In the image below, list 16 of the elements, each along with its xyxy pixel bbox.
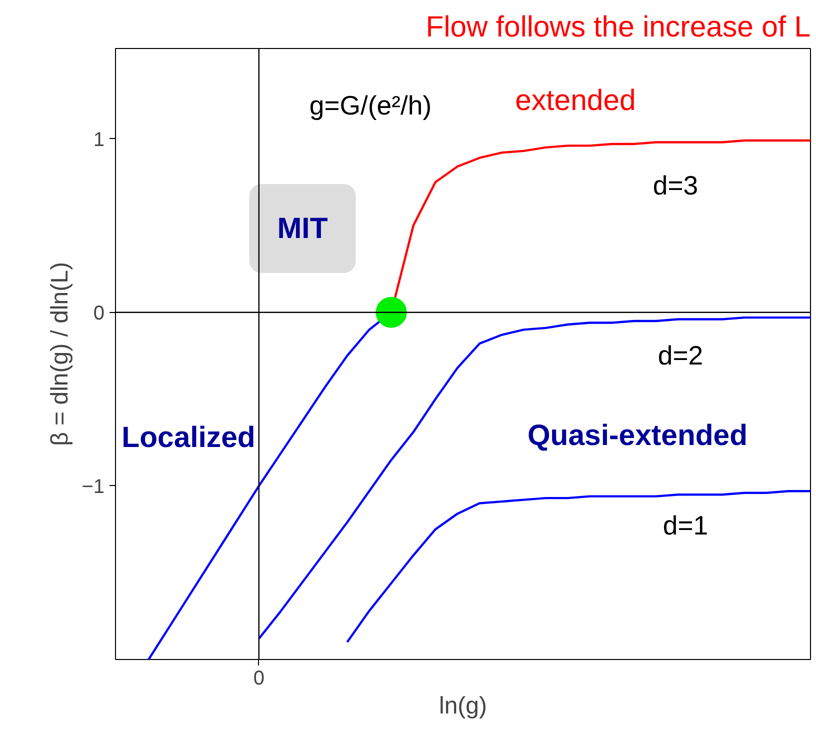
annotation: extended [515, 84, 636, 117]
annotation: Quasi-extended [527, 419, 748, 452]
line-series [258, 316, 810, 640]
y-axis-title: β = dln(g) / dln(L) [46, 262, 74, 446]
x-axis-title: ln(g) [438, 692, 488, 720]
y-tick-label: 1 [93, 128, 104, 151]
annotation: Localized [122, 421, 256, 454]
annotation: g=G/(e²/h) [309, 90, 432, 120]
chart-title: Flow follows the increase of L [426, 10, 810, 44]
y-tick-label: −1 [82, 476, 105, 498]
annotation: d=3 [652, 170, 698, 200]
annotation: d=1 [662, 510, 708, 540]
y-tick-label: 0 [93, 302, 104, 324]
annotation: d=2 [658, 340, 704, 370]
line-series [346, 490, 810, 644]
annotation: MIT [277, 212, 328, 245]
